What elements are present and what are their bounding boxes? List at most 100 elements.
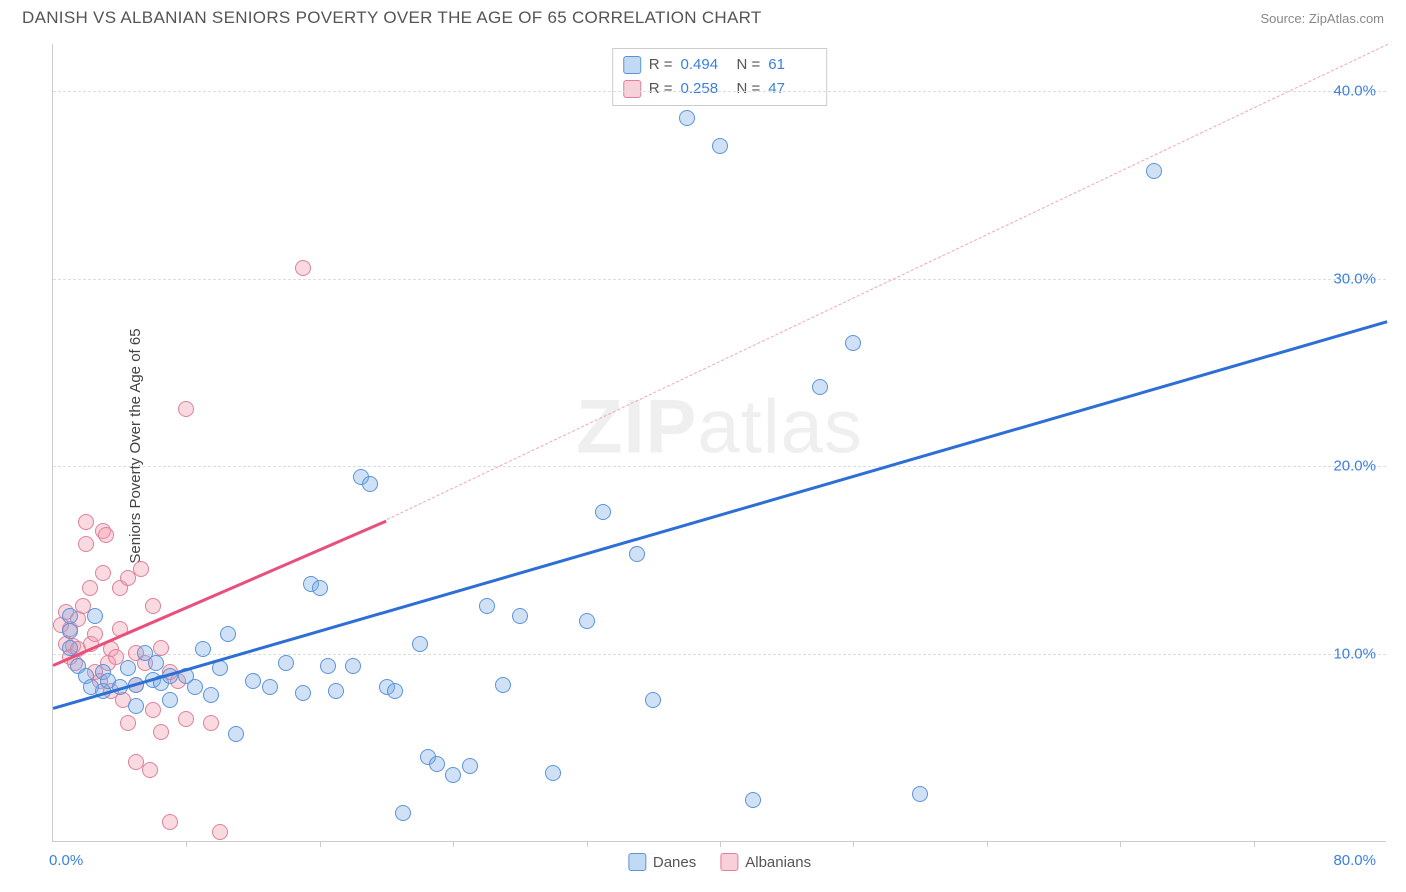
data-point (245, 673, 261, 689)
x-tick (186, 841, 187, 847)
x-tick (853, 841, 854, 847)
data-point (320, 658, 336, 674)
data-point (187, 679, 203, 695)
x-tick-label: 80.0% (1333, 852, 1376, 869)
series-legend: Danes Albanians (628, 853, 811, 871)
data-point (712, 138, 728, 154)
data-point (120, 715, 136, 731)
chart-header: DANISH VS ALBANIAN SENIORS POVERTY OVER … (0, 0, 1406, 34)
data-point (479, 598, 495, 614)
gridline (53, 466, 1386, 467)
stat-label: R = (649, 53, 673, 77)
data-point (142, 762, 158, 778)
data-point (195, 641, 211, 657)
data-point (78, 514, 94, 530)
legend-label: Albanians (745, 854, 811, 871)
data-point (462, 758, 478, 774)
chart-title: DANISH VS ALBANIAN SENIORS POVERTY OVER … (22, 8, 762, 28)
data-point (87, 626, 103, 642)
data-point (120, 660, 136, 676)
data-point (387, 683, 403, 699)
swatch-danes-icon (628, 853, 646, 871)
data-point (145, 702, 161, 718)
data-point (87, 608, 103, 624)
gridline (53, 91, 1386, 92)
data-point (98, 527, 114, 543)
stat-label: N = (737, 77, 761, 101)
data-point (128, 698, 144, 714)
data-point (62, 608, 78, 624)
data-point (203, 687, 219, 703)
data-point (812, 379, 828, 395)
data-point (512, 608, 528, 624)
stat-value: 61 (768, 53, 816, 77)
data-point (1146, 163, 1162, 179)
y-tick-label: 40.0% (1333, 82, 1376, 99)
x-tick-label: 0.0% (49, 852, 83, 869)
chart-source: Source: ZipAtlas.com (1260, 11, 1384, 26)
data-point (178, 401, 194, 417)
x-tick (720, 841, 721, 847)
legend-item: Albanians (720, 853, 811, 871)
x-tick (1120, 841, 1121, 847)
watermark: ZIPatlas (576, 383, 863, 470)
stat-value: 47 (768, 77, 816, 101)
data-point (328, 683, 344, 699)
stat-value: 0.494 (681, 53, 729, 77)
data-point (162, 814, 178, 830)
data-point (62, 623, 78, 639)
x-tick (1254, 841, 1255, 847)
data-point (212, 824, 228, 840)
data-point (82, 580, 98, 596)
x-tick (453, 841, 454, 847)
x-tick (587, 841, 588, 847)
data-point (312, 580, 328, 596)
trend-line (53, 320, 1388, 709)
data-point (153, 640, 169, 656)
data-point (912, 786, 928, 802)
data-point (220, 626, 236, 642)
data-point (412, 636, 428, 652)
data-point (278, 655, 294, 671)
data-point (629, 546, 645, 562)
legend-label: Danes (653, 854, 696, 871)
data-point (78, 536, 94, 552)
stats-row: R = 0.258 N = 47 (623, 77, 817, 101)
data-point (95, 565, 111, 581)
data-point (162, 692, 178, 708)
data-point (295, 685, 311, 701)
stat-label: N = (737, 53, 761, 77)
data-point (228, 726, 244, 742)
y-tick-label: 30.0% (1333, 270, 1376, 287)
data-point (178, 711, 194, 727)
stats-row: R = 0.494 N = 61 (623, 53, 817, 77)
scatter-chart: ZIPatlas R = 0.494 N = 61 R = 0.258 N = … (52, 44, 1386, 842)
x-tick (987, 841, 988, 847)
data-point (262, 679, 278, 695)
swatch-albanians-icon (720, 853, 738, 871)
data-point (133, 561, 149, 577)
stat-value: 0.258 (681, 77, 729, 101)
data-point (845, 335, 861, 351)
data-point (679, 110, 695, 126)
data-point (545, 765, 561, 781)
data-point (362, 476, 378, 492)
trend-line (386, 44, 1387, 520)
data-point (295, 260, 311, 276)
data-point (645, 692, 661, 708)
gridline (53, 654, 1386, 655)
data-point (495, 677, 511, 693)
data-point (345, 658, 361, 674)
data-point (395, 805, 411, 821)
data-point (203, 715, 219, 731)
gridline (53, 279, 1386, 280)
data-point (579, 613, 595, 629)
data-point (148, 655, 164, 671)
y-tick-label: 20.0% (1333, 458, 1376, 475)
data-point (153, 724, 169, 740)
correlation-stats-box: R = 0.494 N = 61 R = 0.258 N = 47 (612, 48, 828, 106)
data-point (145, 598, 161, 614)
data-point (429, 756, 445, 772)
data-point (745, 792, 761, 808)
data-point (445, 767, 461, 783)
